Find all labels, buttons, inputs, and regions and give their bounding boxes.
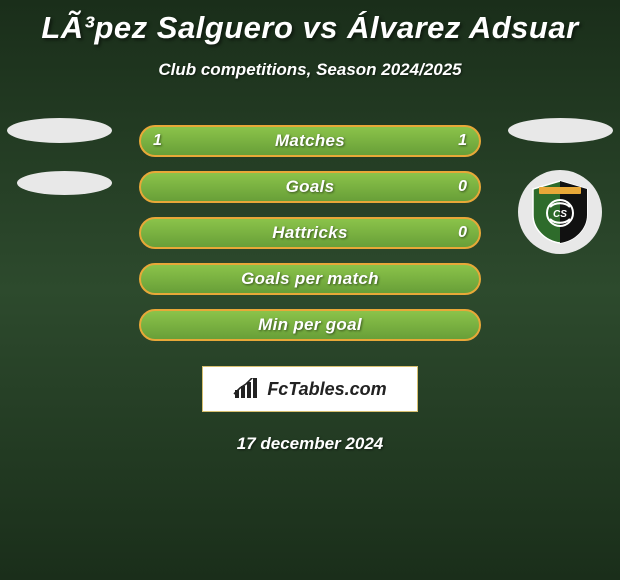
stat-pill: 1 Matches 1 [139, 125, 481, 157]
source-logo-box: FcTables.com [202, 366, 418, 412]
stat-row-goals: Goals 0 [0, 164, 620, 210]
stat-label: Min per goal [258, 315, 362, 335]
infographic-container: LÃ³pez Salguero vs Álvarez Adsuar Club c… [0, 0, 620, 580]
stat-label: Goals [286, 177, 335, 197]
page-title: LÃ³pez Salguero vs Álvarez Adsuar [0, 10, 620, 46]
stat-label: Goals per match [241, 269, 379, 289]
stats-section: CS 1 Matches 1 Goals 0 Hattricks 0 [0, 118, 620, 348]
stat-left-value: 1 [153, 132, 162, 150]
stat-right-value: 0 [458, 224, 467, 242]
stat-label: Hattricks [272, 223, 347, 243]
stat-row-min-per-goal: Min per goal [0, 302, 620, 348]
stat-right-value: 0 [458, 178, 467, 196]
stat-pill: Min per goal [139, 309, 481, 341]
stat-row-matches: 1 Matches 1 [0, 118, 620, 164]
source-logo-text: FcTables.com [267, 379, 386, 400]
subtitle: Club competitions, Season 2024/2025 [0, 60, 620, 80]
date-text: 17 december 2024 [0, 434, 620, 454]
stat-row-goals-per-match: Goals per match [0, 256, 620, 302]
bar-chart-icon [233, 378, 261, 400]
stat-label: Matches [275, 131, 345, 151]
stat-right-value: 1 [458, 132, 467, 150]
stat-pill: Goals 0 [139, 171, 481, 203]
stat-pill: Goals per match [139, 263, 481, 295]
stat-row-hattricks: Hattricks 0 [0, 210, 620, 256]
stat-pill: Hattricks 0 [139, 217, 481, 249]
